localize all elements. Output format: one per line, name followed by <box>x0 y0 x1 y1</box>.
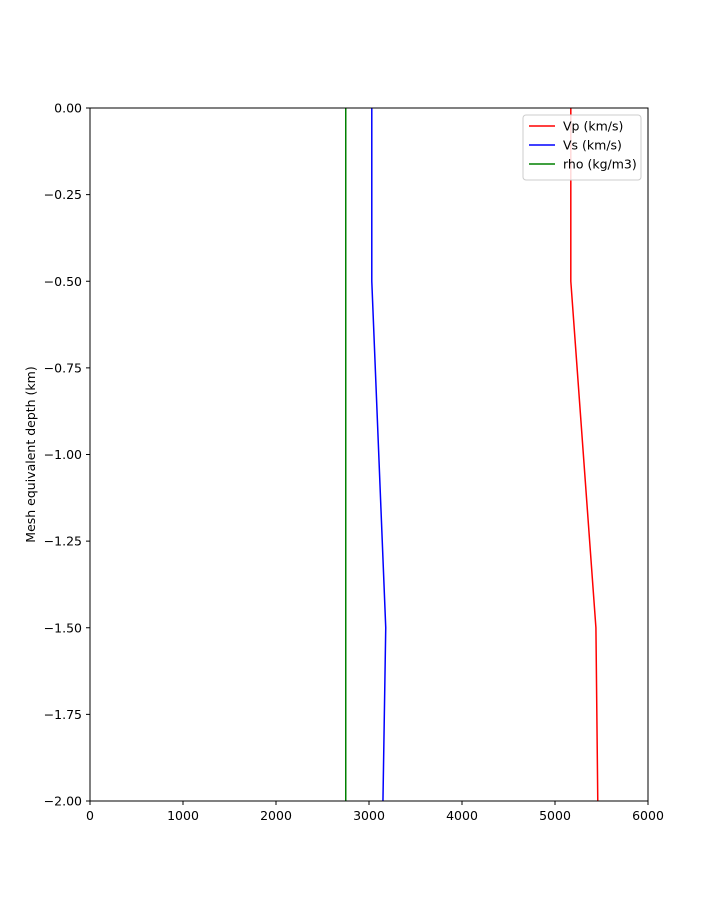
y-tick-label: −1.75 <box>44 707 82 722</box>
x-tick-label: 3000 <box>353 808 385 823</box>
series-line-1 <box>371 108 387 802</box>
x-tick-label: 6000 <box>632 808 664 823</box>
legend-label: rho (kg/m3) <box>563 157 637 172</box>
y-tick-label: −0.25 <box>44 187 82 202</box>
y-tick-label: −0.75 <box>44 360 82 375</box>
y-axis-label: Mesh equivalent depth (km) <box>23 366 38 542</box>
x-axis: 0 1000 2000 3000 4000 5000 6000 <box>86 801 664 823</box>
legend-label: Vp (km/s) <box>563 119 623 134</box>
x-tick-label: 2000 <box>260 808 292 823</box>
y-tick-label: 0.00 <box>54 101 82 116</box>
y-tick-label: −1.00 <box>44 447 82 462</box>
legend-label: Vs (km/s) <box>563 138 622 153</box>
x-tick-label: 0 <box>86 808 94 823</box>
y-axis: 0.00 −0.25 −0.50 −0.75 −1.00 −1.25 −1.50 −1.75 −… <box>44 101 90 809</box>
legend: Vp (km/s) Vs (km/s) rho (kg/m3) <box>522 114 642 181</box>
y-tick-label: −0.50 <box>44 274 82 289</box>
x-tick-label: 1000 <box>167 808 199 823</box>
y-tick-label: −1.50 <box>44 620 82 635</box>
series-line-0 <box>570 108 599 802</box>
x-tick-label: 5000 <box>539 808 571 823</box>
series-layer <box>345 108 599 802</box>
y-tick-label: −2.00 <box>44 794 82 809</box>
plot-frame <box>89 107 649 802</box>
x-tick-label: 4000 <box>446 808 478 823</box>
y-tick-label: −1.25 <box>44 534 82 549</box>
